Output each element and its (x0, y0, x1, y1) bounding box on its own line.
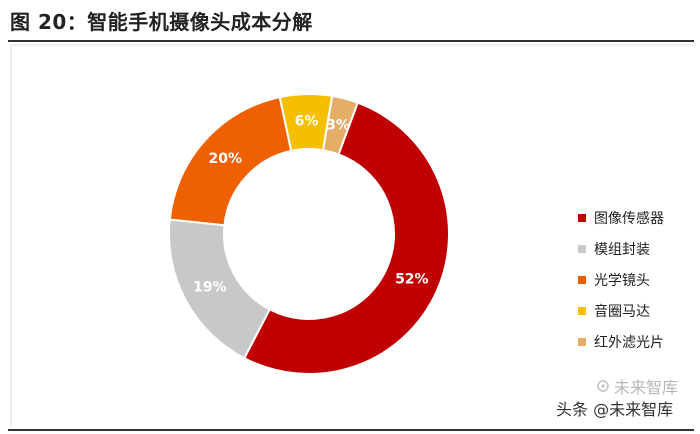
bottom-divider (8, 429, 694, 431)
watermark-text: 头条 @未来智库 (556, 400, 674, 419)
legend-item: 音圈马达 (578, 295, 664, 326)
legend-item: 光学镜头 (578, 264, 664, 295)
donut-chart: 52% 19% 20% 6% 3% (168, 93, 450, 375)
legend-label: 红外滤光片 (594, 334, 664, 351)
legend-label: 光学镜头 (594, 272, 650, 289)
legend-swatch (578, 337, 586, 346)
slice-value-label: 52% (395, 272, 429, 288)
legend-label: 图像传感器 (594, 210, 664, 227)
slice-value-label: 20% (209, 151, 243, 167)
watermark-logo-icon (597, 380, 609, 392)
legend-swatch (578, 275, 586, 284)
slice-value-label: 6% (295, 114, 319, 130)
slice-value-label: 19% (193, 279, 227, 295)
watermark-ghost-text: 未来智库 (614, 378, 679, 397)
legend-label: 模组封装 (594, 241, 650, 258)
legend-item: 图像传感器 (578, 202, 664, 233)
watermark: 头条 @未来智库 (556, 396, 673, 420)
donut-slice-1 (242, 101, 450, 375)
donut-slice-5 (321, 94, 359, 156)
title-divider (8, 40, 694, 42)
legend-swatch (578, 306, 586, 315)
legend-swatch (578, 244, 586, 253)
legend-item: 红外滤光片 (578, 326, 664, 357)
legend-swatch (578, 213, 586, 222)
donut-slices (168, 93, 450, 375)
watermark-ghost: 未来智库 (592, 374, 678, 398)
chart-area: 52% 19% 20% 6% 3% 图像传感器模组封装光学镜头音圈马达红外滤光片 (10, 44, 696, 426)
slice-value-label: 3% (326, 117, 350, 133)
donut-labels: 52% 19% 20% 6% 3% (193, 114, 428, 296)
figure-title: 图 20：智能手机摄像头成本分解 (10, 10, 313, 34)
chart-legend: 图像传感器模组封装光学镜头音圈马达红外滤光片 (578, 202, 664, 357)
legend-label: 音圈马达 (594, 303, 650, 320)
legend-item: 模组封装 (578, 233, 664, 264)
